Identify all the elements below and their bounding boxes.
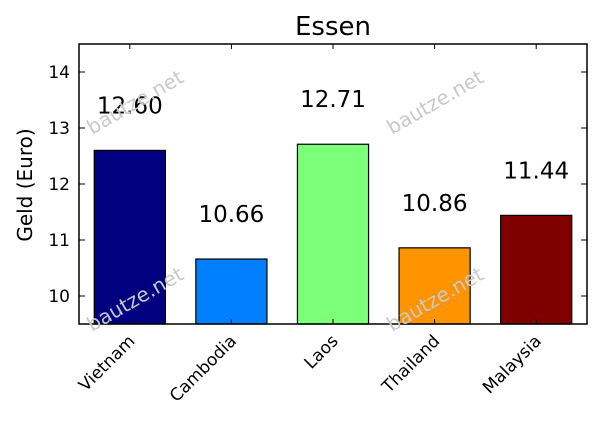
data-label: 12.60 [97, 93, 163, 119]
y-axis-label: Geld (Euro) [13, 128, 37, 241]
labels-layer: 12.60 10.66 12.71 10.86 11.44 [97, 87, 569, 228]
y-tick-label: 12 [48, 175, 70, 195]
bar-malaysia [500, 214, 573, 325]
y-tick-label: 10 [48, 287, 70, 307]
bar-thailand [398, 247, 471, 325]
x-tick-label: Vietnam [75, 331, 139, 395]
data-label: 12.71 [300, 87, 366, 113]
chart-title: Essen [295, 12, 371, 42]
x-tick-label: Laos [301, 331, 343, 373]
data-label: 10.66 [198, 202, 264, 228]
data-label: 10.86 [402, 191, 468, 217]
x-tick-label: Thailand [378, 331, 444, 397]
x-tick-label: Cambodia [166, 331, 241, 406]
plot-frame [78, 43, 588, 325]
y-tick-label: 11 [48, 231, 70, 251]
y-tick-label: 13 [48, 119, 70, 139]
bars-layer [93, 143, 573, 325]
x-tick-label: Malaysia [479, 331, 546, 398]
bar-cambodia [195, 258, 268, 325]
bar-vietnam [93, 149, 166, 325]
bar-laos [296, 143, 370, 325]
y-tick-label: 14 [48, 63, 70, 83]
data-label: 11.44 [503, 158, 569, 184]
watermark: bautze.net [383, 65, 488, 140]
